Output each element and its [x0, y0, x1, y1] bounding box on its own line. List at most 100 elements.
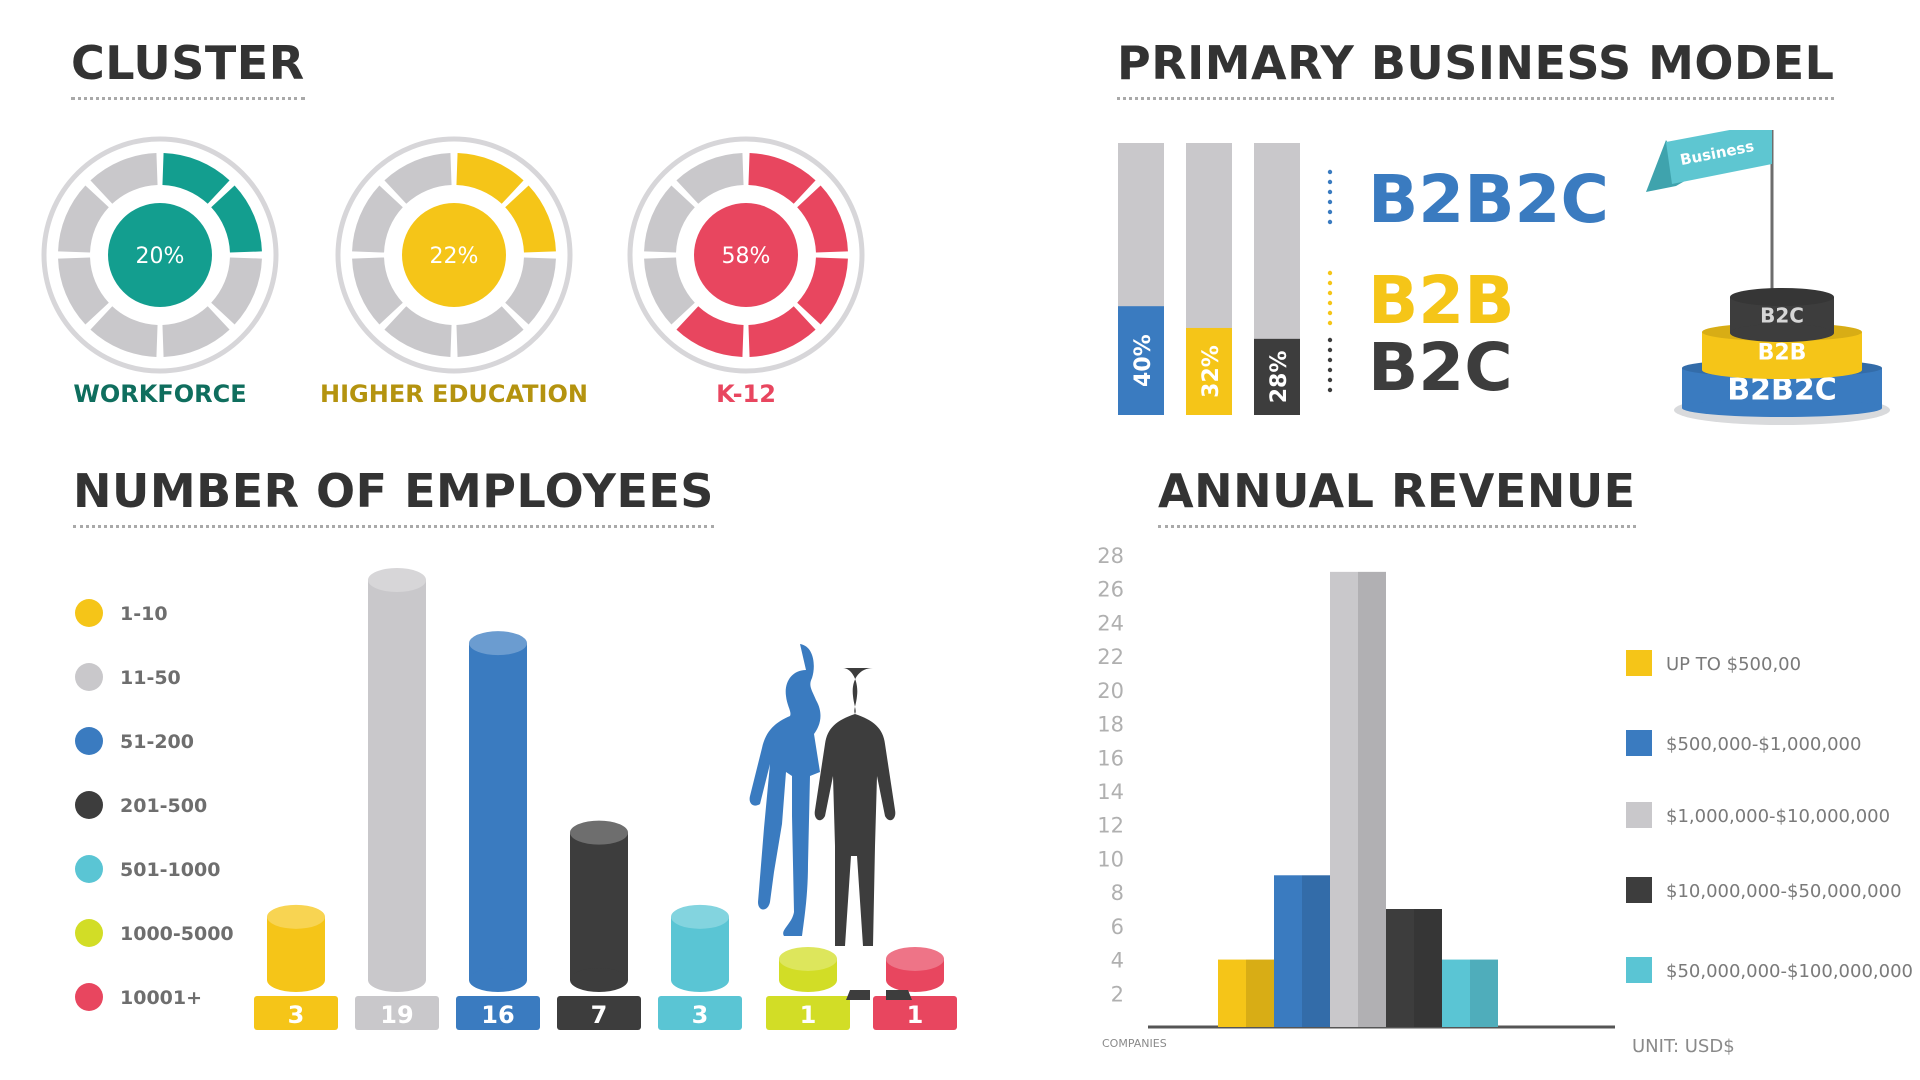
legend-swatch: [75, 983, 103, 1011]
employees-legend-item: 201-500: [75, 791, 207, 819]
leader-dot: [1327, 189, 1333, 195]
y-tick-label: 24: [1097, 611, 1124, 635]
podium-tier-label: B2C: [1760, 304, 1804, 328]
legend-label: $50,000,000-$100,000,000: [1666, 961, 1913, 982]
cylinder-top: [886, 946, 944, 971]
y-tick-label: 12: [1097, 814, 1124, 838]
legend-swatch: [75, 727, 103, 755]
leader-dot: [1327, 179, 1333, 185]
legend-label: 1-10: [120, 603, 168, 625]
legend-label: 51-200: [120, 731, 194, 753]
value-tag-label: 7: [591, 1001, 608, 1029]
revenue-legend-item: $50,000,000-$100,000,000: [1626, 957, 1913, 983]
revenue-legend-item: UP TO $500,00: [1626, 650, 1801, 676]
revenue-legend-item: $10,000,000-$50,000,000: [1626, 877, 1902, 903]
revenue-bar: [1442, 959, 1498, 1027]
bar-value-label: 32%: [1199, 345, 1224, 398]
cylinder-bottom: [267, 968, 325, 992]
value-tag: [873, 996, 957, 1030]
donut-category-label: K-12: [716, 380, 776, 408]
revenue-bar: [1330, 571, 1386, 1027]
legend-label: 501-1000: [120, 859, 220, 881]
donut-segment: [797, 257, 848, 325]
donut-segment: [211, 257, 262, 325]
donut-segment: [58, 257, 109, 325]
leader-dot: [1327, 347, 1333, 353]
leader-dot: [1327, 367, 1333, 373]
leader-dot: [1327, 199, 1333, 205]
value-tag-label: 3: [288, 1001, 305, 1029]
employees-cylinder: 7: [557, 820, 641, 1030]
donut-segment: [748, 306, 816, 357]
bar-front: [1442, 959, 1470, 1027]
leader-dot: [1327, 387, 1333, 393]
bar-fill: [1118, 306, 1164, 415]
revenue-bar: [1218, 959, 1274, 1027]
donut-segment: [58, 185, 109, 253]
y-tick-label: 2: [1111, 982, 1124, 1006]
legend-label: $10,000,000-$50,000,000: [1666, 881, 1902, 902]
y-tick-label: 28: [1097, 544, 1124, 568]
employees-legend-item: 51-200: [75, 727, 194, 755]
bar-front: [1330, 571, 1358, 1027]
employees-cylinder: 19: [355, 568, 439, 1030]
employees-cylinder: 3: [254, 904, 338, 1030]
business-model-label: B2B2C: [1368, 161, 1609, 238]
legend-label: 10001+: [120, 987, 202, 1009]
people-silhouette: [749, 644, 912, 1000]
legend-swatch: [1626, 650, 1652, 676]
donut-segment: [797, 185, 848, 253]
cylinder-bottom: [469, 968, 527, 992]
donut-center: [402, 203, 506, 307]
y-tick-label: 6: [1111, 915, 1124, 939]
donut-value-label: 22%: [430, 244, 479, 269]
bar-side: [1246, 959, 1274, 1027]
donut-segment: [90, 153, 158, 204]
bar-value-label: 40%: [1131, 334, 1156, 387]
value-tag: [456, 996, 540, 1030]
leader-dot: [1327, 219, 1333, 225]
donut-segment: [676, 306, 744, 357]
y-tick-label: 16: [1097, 746, 1124, 770]
legend-swatch: [75, 791, 103, 819]
value-tag: [557, 996, 641, 1030]
employees-legend-item: 10001+: [75, 983, 202, 1011]
flag-banner: [1666, 130, 1772, 184]
value-tag-label: 16: [481, 1001, 514, 1029]
donut-segment: [456, 306, 524, 357]
leader-dot: [1327, 310, 1333, 316]
revenue-legend-item: $1,000,000-$10,000,000: [1626, 802, 1890, 828]
revenue-legend-item: $500,000-$1,000,000: [1626, 730, 1861, 756]
donut-segment: [211, 185, 262, 253]
leader-dot: [1327, 209, 1333, 215]
bar-value-label: 28%: [1267, 351, 1292, 404]
cylinder-body: [469, 643, 527, 980]
donut-category-label: WORKFORCE: [73, 380, 246, 408]
cylinder-body: [368, 580, 426, 980]
y-tick-label: 22: [1097, 645, 1124, 669]
bar-side: [1414, 909, 1442, 1027]
donut-center: [694, 203, 798, 307]
business-model-label: B2B: [1368, 262, 1515, 339]
employees-chart: 1-10 11-50 51-200 201-500 501-1000 1000-5000 1…: [75, 568, 957, 1030]
employees-cylinder: 1: [766, 946, 850, 1030]
bar-fill: [1186, 327, 1232, 415]
donut-segment: [456, 153, 524, 204]
value-tag-label: 3: [692, 1001, 709, 1029]
legend-label: UP TO $500,00: [1666, 654, 1801, 675]
legend-label: 201-500: [120, 795, 207, 817]
employees-legend-item: 11-50: [75, 663, 181, 691]
bar-front: [1274, 875, 1302, 1027]
cluster-donut: 58% K-12: [627, 136, 865, 408]
cylinder-top: [267, 904, 325, 929]
y-tick-label: 8: [1111, 881, 1124, 905]
podium-tier-base: [1702, 361, 1862, 379]
cluster-donut: 20% WORKFORCE: [41, 136, 279, 408]
donut-segment: [676, 153, 744, 204]
leader-dot: [1327, 280, 1333, 286]
revenue-bar: [1386, 909, 1442, 1027]
value-tag-label: 19: [380, 1001, 413, 1029]
man-shoes-icon: [846, 990, 912, 1000]
